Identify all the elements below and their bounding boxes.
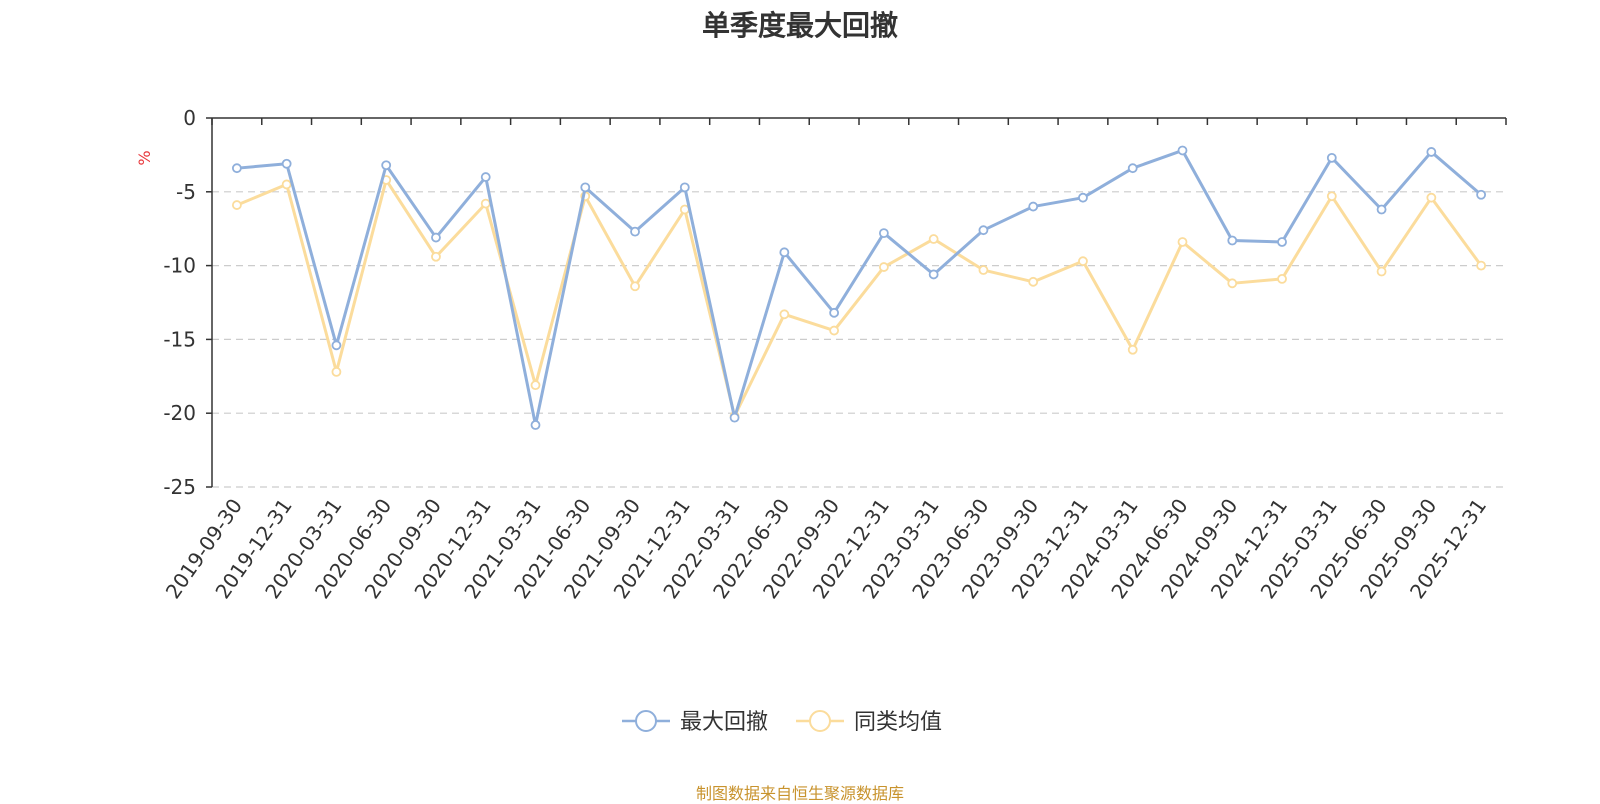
data-point[interactable] bbox=[1376, 266, 1387, 277]
data-point[interactable] bbox=[1476, 189, 1487, 200]
data-point[interactable] bbox=[779, 309, 790, 320]
data-point[interactable] bbox=[480, 198, 491, 209]
data-point[interactable] bbox=[978, 225, 989, 236]
legend-marker bbox=[809, 710, 831, 732]
series-2 bbox=[231, 175, 1487, 422]
data-point[interactable] bbox=[878, 228, 889, 239]
data-point[interactable] bbox=[729, 412, 740, 423]
data-point[interactable] bbox=[928, 234, 939, 244]
axes: 0-5-10-15-20-252019-09-302019-12-312020-… bbox=[161, 106, 1507, 603]
series-line bbox=[236, 178, 1483, 418]
legend-label: 最大回撤 bbox=[680, 710, 768, 735]
data-point[interactable] bbox=[1078, 192, 1088, 203]
data-point[interactable] bbox=[1028, 201, 1039, 212]
y-tick-label: -20 bbox=[163, 401, 196, 425]
data-point[interactable] bbox=[1426, 192, 1437, 203]
data-point[interactable] bbox=[431, 251, 441, 262]
data-point[interactable] bbox=[679, 182, 690, 193]
data-point[interactable] bbox=[1227, 278, 1238, 289]
data-point[interactable] bbox=[331, 366, 342, 377]
data-point[interactable] bbox=[480, 172, 491, 182]
y-tick-label: -10 bbox=[163, 254, 196, 278]
data-point[interactable] bbox=[1127, 163, 1138, 174]
data-point[interactable] bbox=[630, 226, 640, 237]
data-point[interactable] bbox=[1476, 260, 1487, 271]
data-point[interactable] bbox=[1326, 191, 1337, 202]
data-point[interactable] bbox=[1277, 273, 1287, 284]
data-point[interactable] bbox=[1127, 344, 1138, 355]
data-point[interactable] bbox=[1177, 237, 1188, 247]
series-1 bbox=[231, 145, 1487, 430]
data-point[interactable] bbox=[829, 325, 840, 336]
y-tick-label: -5 bbox=[176, 180, 196, 204]
series-lines bbox=[231, 145, 1487, 430]
legend-label: 同类均值 bbox=[854, 710, 942, 735]
y-tick-label: -25 bbox=[163, 475, 196, 499]
data-point[interactable] bbox=[1078, 256, 1088, 267]
data-point[interactable] bbox=[281, 179, 292, 190]
chart-title: 单季度最大回撤 bbox=[701, 9, 898, 42]
data-point[interactable] bbox=[331, 340, 342, 351]
data-point[interactable] bbox=[1177, 145, 1188, 156]
legend-item-1[interactable]: 最大回撤 bbox=[622, 710, 768, 735]
data-point[interactable] bbox=[431, 232, 441, 243]
data-point[interactable] bbox=[1277, 237, 1287, 247]
data-point[interactable] bbox=[878, 262, 889, 272]
data-point[interactable] bbox=[1028, 276, 1039, 287]
grid-lines bbox=[212, 191, 1506, 488]
y-tick-label: -15 bbox=[163, 327, 196, 351]
data-point[interactable] bbox=[779, 247, 790, 258]
data-point[interactable] bbox=[1426, 147, 1437, 157]
data-point[interactable] bbox=[1326, 152, 1337, 163]
data-point[interactable] bbox=[530, 420, 541, 430]
data-point[interactable] bbox=[978, 265, 989, 275]
series-line bbox=[236, 148, 1483, 427]
data-point[interactable] bbox=[928, 269, 939, 280]
data-point[interactable] bbox=[281, 158, 292, 169]
legend-marker bbox=[635, 710, 657, 732]
data-point[interactable] bbox=[231, 200, 242, 210]
data-point[interactable] bbox=[580, 182, 591, 193]
data-point[interactable] bbox=[231, 163, 242, 174]
data-point[interactable] bbox=[829, 307, 840, 318]
legend[interactable]: 最大回撤 同类均值 bbox=[622, 710, 942, 735]
source-note: 制图数据来自恒生聚源数据库 bbox=[695, 784, 904, 803]
data-point[interactable] bbox=[381, 160, 392, 171]
data-point[interactable] bbox=[1376, 204, 1387, 215]
legend-item-2[interactable]: 同类均值 bbox=[796, 710, 942, 735]
data-point[interactable] bbox=[530, 380, 541, 391]
y-tick-label: 0 bbox=[183, 106, 196, 130]
data-point[interactable] bbox=[1227, 235, 1238, 246]
data-point[interactable] bbox=[630, 281, 640, 292]
y-axis-unit-label: % bbox=[135, 150, 154, 165]
